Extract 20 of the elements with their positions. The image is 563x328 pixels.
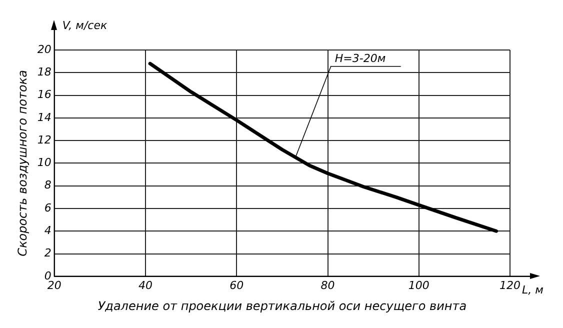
text: V, м/сек: [62, 18, 108, 32]
y-tick-label: 20: [37, 42, 52, 56]
y-tick-label: 6: [44, 201, 52, 214]
y-tick-label: 18: [37, 66, 52, 78]
x-tick-label: 100: [408, 278, 430, 292]
y-tick-label: 10: [37, 156, 52, 170]
y-tick-label: 12: [37, 133, 52, 146]
y-tick-label: 16: [37, 88, 52, 102]
y-tick-label: 2: [44, 246, 52, 260]
y-axis-title: Скорость воздушного потока: [15, 70, 30, 256]
x-tick-label: 120: [500, 278, 520, 292]
y-tick-label: 14: [37, 110, 52, 124]
x-tick-label: 60: [230, 278, 244, 292]
x-axis-title: Удаление от проекции вертикальной оси несущего винта: [98, 298, 467, 313]
annotation: H=3-20м: [334, 52, 386, 65]
x-tick-label: 80: [320, 278, 335, 292]
text: L, м: [522, 283, 544, 296]
x-tick-label: 40: [138, 278, 153, 292]
y-tick-label: 4: [44, 224, 52, 237]
y-tick-label: 8: [44, 178, 52, 192]
